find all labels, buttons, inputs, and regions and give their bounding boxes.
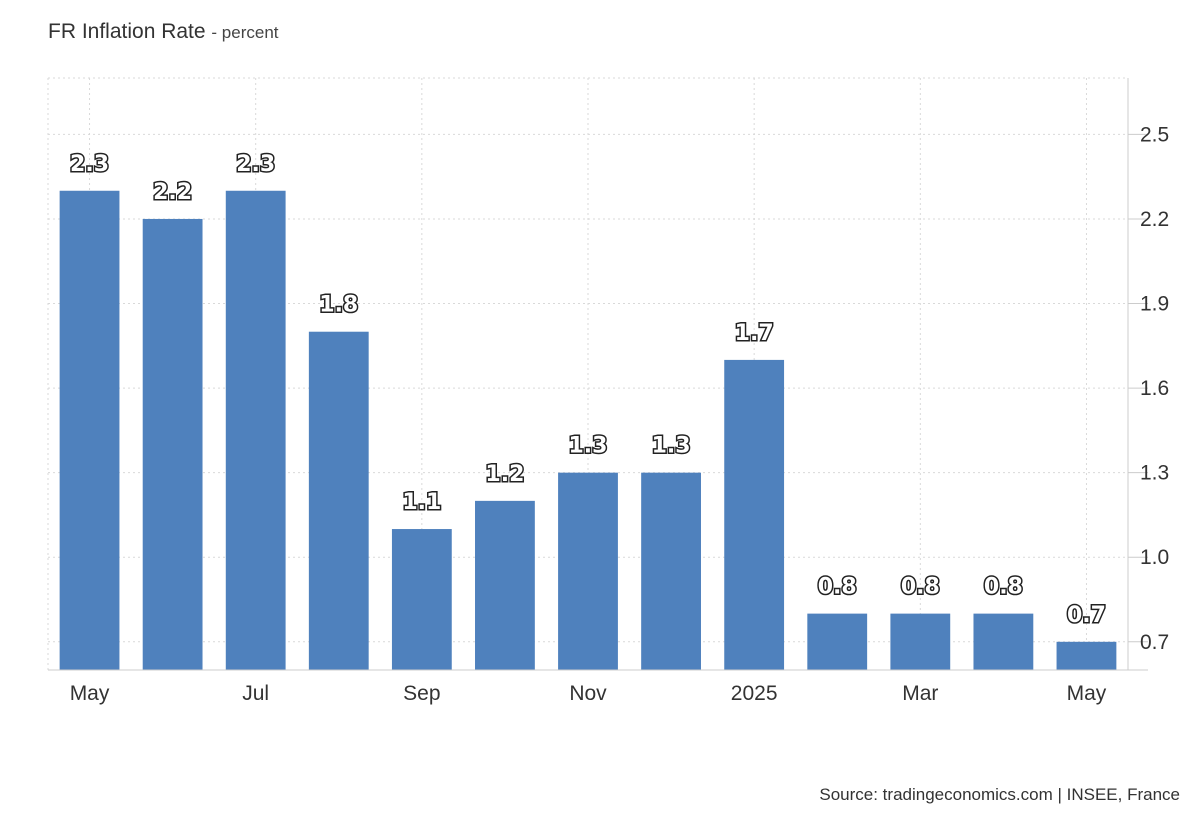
bar [59,190,120,670]
labels-layer: 2.3 2.2 2.3 1.8 1.1 1.2 1.3 1.3 1.7 0.8 0.8 0.8 0.7 [69,150,1108,629]
y-tick-label: 1.3 [1140,462,1169,485]
bar-value-label: 2.2 [153,180,192,205]
bar [1056,641,1117,670]
bar-value-label: 0.8 [984,575,1023,600]
y-tick-label: 1.6 [1140,377,1169,400]
bar-value-label: 2.3 [70,152,109,177]
y-tick-label: 1.9 [1140,293,1169,316]
source-note: Source: tradingeconomics.com | INSEE, Fr… [819,785,1180,804]
axis-layer: 0.7 1.0 1.3 1.6 1.9 2.2 2.5 May Jul Sep Nov 2025 Mar… [48,78,1169,705]
bar-value-label: 0.8 [818,575,857,600]
bar-value-label: 1.2 [485,462,524,487]
x-tick-label: Sep [403,682,440,705]
bar [142,218,203,670]
bar [308,331,369,670]
y-tick-label: 0.7 [1140,631,1169,654]
x-tick-label: Nov [569,682,607,705]
bar [724,359,785,670]
chart-title: FR Inflation Rate - percent [48,20,279,44]
y-tick-label: 2.5 [1140,123,1169,146]
bar-value-label: 0.8 [901,575,940,600]
bar [391,529,452,670]
x-tick-label: May [1067,682,1107,705]
y-tick-label: 1.0 [1140,546,1169,569]
bar-value-label: 1.3 [569,434,608,459]
chart-subtitle: - percent [211,23,279,42]
y-tick-label: 2.2 [1140,208,1169,231]
x-tick-label: Mar [902,682,938,705]
bar-value-label: 1.8 [319,293,358,318]
bar [558,472,618,670]
bar-value-label: 2.3 [236,152,275,177]
bar-value-label: 1.1 [402,490,441,515]
bar [475,500,535,670]
bar-value-label: 1.7 [735,321,774,346]
bars-layer [59,190,1117,670]
bar [807,613,868,670]
bar [890,613,951,670]
bar [641,472,701,670]
x-tick-label: Jul [242,682,269,705]
x-tick-label: 2025 [731,682,778,705]
chart-title-text: FR Inflation Rate [48,20,206,43]
bar [973,613,1034,670]
bar-value-label: 1.3 [652,434,691,459]
bar [225,190,286,670]
bar-value-label: 0.7 [1067,603,1106,628]
x-tick-label: May [70,682,110,705]
